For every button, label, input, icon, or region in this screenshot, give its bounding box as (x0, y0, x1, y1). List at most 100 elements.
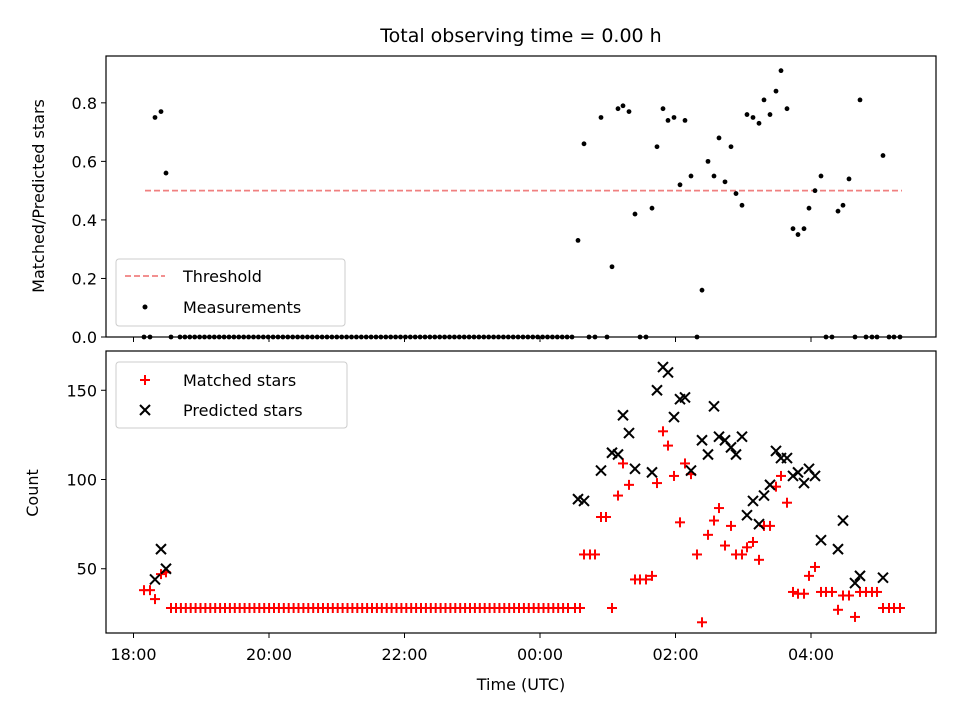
top-y-tick-label: 0.4 (72, 211, 97, 230)
predicted-star-point (685, 464, 697, 477)
bottom-legend-box (115, 361, 348, 429)
measurement-point (699, 287, 705, 293)
matched-star-point (145, 585, 155, 596)
predicted-star-point (708, 400, 720, 413)
matched-star-point (714, 503, 724, 514)
predicted-star-point (668, 411, 680, 423)
predicted-star-point (629, 463, 641, 475)
measurement-point (840, 202, 846, 208)
measurement-point (806, 205, 812, 211)
matched-star-point (613, 490, 623, 501)
predicted-star-point (155, 543, 167, 555)
measurement-point (739, 202, 745, 208)
matched-star-point (799, 588, 809, 599)
measurement-point (795, 232, 801, 237)
measurement-point (158, 109, 164, 115)
bottom-x-tick-label: 22:00 (381, 645, 427, 664)
top-legend: Threshold Measurements (115, 258, 346, 327)
matched-star-point (675, 517, 685, 528)
matched-star-point (692, 549, 702, 560)
bottom-x-tick-label: 00:00 (517, 645, 563, 664)
matched-star-point (618, 458, 628, 469)
predicted-star-point (837, 514, 849, 527)
matched-star-point (652, 478, 662, 489)
bottom-x-ticks: 18:00 20:00 22:00 00:00 02:00 04:00 (110, 633, 834, 664)
measurement-point (846, 176, 852, 182)
measurement-point (857, 97, 863, 103)
measurement-point (818, 173, 824, 179)
matched-star-point (607, 603, 617, 614)
matched-star-point (788, 586, 798, 597)
measurement-point (722, 179, 728, 185)
measurement-point (756, 120, 762, 126)
top-x-ticks (133, 337, 812, 342)
matched-star-point (624, 479, 634, 490)
measurement-point (880, 153, 886, 158)
legend-threshold-label: Threshold (182, 267, 262, 286)
measurement-point (626, 109, 632, 115)
measurement-point (575, 238, 581, 243)
predicted-star-point (725, 441, 737, 454)
measurement-point (773, 88, 779, 94)
measurement-point (750, 115, 756, 120)
chart-title: Total observing time = 0.00 h (379, 25, 661, 47)
measurement-point (660, 106, 666, 112)
top-axes-frame (105, 55, 937, 338)
legend-matched-label: Matched stars (183, 371, 296, 390)
bottom-marks (139, 361, 905, 628)
predicted-star-point (770, 445, 782, 457)
matched-star-point (590, 549, 600, 560)
bottom-x-tick-label: 02:00 (652, 645, 698, 664)
measurement-point (790, 226, 796, 232)
measurement-point (632, 211, 638, 217)
measurement-point (654, 144, 660, 150)
matched-star-point (680, 458, 690, 469)
measurement-point (671, 115, 677, 120)
bottom-y-tick-label: 100 (66, 471, 97, 490)
predicted-star-point (854, 570, 866, 582)
measurement-point (728, 144, 734, 150)
matched-star-point (872, 586, 882, 597)
top-y-tick-label: 0.6 (72, 152, 97, 171)
predicted-star-point (815, 534, 827, 546)
matched-star-point (895, 603, 905, 614)
matched-star-point (737, 549, 747, 560)
top-y-axis-label: Matched/Predicted stars (29, 99, 48, 293)
predicted-star-point (747, 495, 759, 507)
matched-star-point (765, 520, 775, 531)
predicted-star-point (730, 448, 742, 461)
matched-star-point (641, 574, 651, 585)
predicted-star-point (578, 495, 590, 507)
bottom-y-tick-label: 50 (77, 560, 97, 579)
legend-measurements-marker (142, 304, 148, 310)
matched-star-point (658, 426, 668, 437)
predicted-star-point (877, 571, 889, 584)
predicted-star-point (787, 470, 799, 482)
matched-star-point (156, 569, 166, 580)
measurement-point (620, 103, 626, 109)
predicted-star-point (696, 434, 708, 446)
predicted-star-point (832, 543, 844, 555)
measurement-point (733, 191, 739, 196)
measurement-point (682, 117, 688, 123)
measurement-point (649, 205, 655, 211)
predicted-star-point (662, 366, 674, 379)
measurement-point (163, 170, 169, 176)
top-panel: 0.00.20.40.60.8 Matched/Predicted stars … (29, 55, 937, 347)
matched-star-point (844, 590, 854, 601)
top-y-tick-label: 0.0 (72, 328, 97, 347)
predicted-star-point (764, 479, 776, 491)
measurement-point (711, 173, 717, 179)
measurement-point (688, 173, 694, 179)
legend-predicted-label: Predicted stars (183, 401, 303, 420)
predicted-star-point (781, 452, 793, 464)
predicted-star-point (702, 448, 714, 461)
predicted-star-point (758, 489, 770, 502)
bottom-axes-frame (105, 350, 937, 634)
matched-star-point (663, 440, 673, 451)
predicted-star-point (160, 563, 172, 575)
matched-star-point (709, 515, 719, 526)
predicted-star-point (679, 391, 691, 404)
bottom-x-tick-label: 04:00 (788, 645, 834, 664)
measurement-point (784, 106, 790, 112)
